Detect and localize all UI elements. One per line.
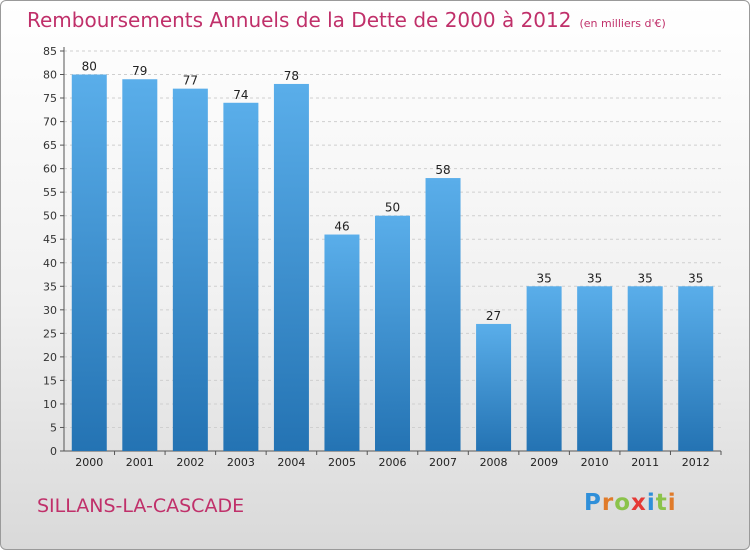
y-tick-label: 40 [43,257,57,270]
y-tick-label: 25 [43,327,57,340]
logo-letter: i [646,490,656,516]
y-tick-label: 0 [50,445,57,458]
x-tick-label: 2005 [328,456,356,469]
y-tick-label: 10 [43,398,57,411]
data-label-2006: 50 [385,201,400,215]
y-tick-label: 80 [43,69,57,82]
bars [71,74,714,452]
x-tick-label: 2000 [75,456,103,469]
proxiti-logo[interactable]: Proxiti [584,490,677,516]
bar-2011 [627,286,663,451]
axes: 0 5 10 15 20 25 30 35 40 45 50 55 60 65 70 75 80 85 2000 20… [43,45,722,469]
y-tick-label: 55 [43,186,57,199]
logo-letter: t [655,490,668,516]
y-tick-label: 85 [43,45,57,58]
bar-2010 [577,286,613,451]
x-tick-label: 2011 [631,456,659,469]
logo-letter: P [584,490,602,516]
x-tick-label: 2001 [126,456,154,469]
x-tick-label: 2002 [176,456,204,469]
logo-letter: x [631,490,647,516]
x-tick-label: 2003 [227,456,255,469]
bar-2003 [223,102,259,451]
bar-2006 [375,215,410,451]
bar-2000 [71,74,107,451]
bar-2008 [476,323,512,451]
logo-letter: i [667,490,677,516]
data-label-2010: 35 [587,271,602,285]
data-label-2007: 58 [435,163,450,177]
bar-2001 [122,79,158,451]
data-label-2000: 80 [82,60,97,74]
data-label-2001: 79 [132,64,147,78]
data-label-2008: 27 [486,309,501,323]
data-label-2012: 35 [688,271,703,285]
y-tick-label: 30 [43,304,57,317]
bar-2009 [526,286,562,451]
y-tick-label: 60 [43,163,57,176]
x-tick-label: 2009 [530,456,558,469]
chart-title-unit: (en milliers d'€) [579,17,666,30]
y-tick-label: 5 [50,421,57,434]
x-tick-label: 2008 [480,456,508,469]
y-tick-label: 45 [43,233,57,246]
x-tick-label: 2007 [429,456,457,469]
logo-letter: o [614,490,632,516]
x-tick-label: 2006 [379,456,407,469]
x-tick-label: 2004 [277,456,305,469]
data-label-2002: 77 [183,74,198,88]
data-labels: 80 79 77 74 78 46 50 58 27 35 35 35 35 [82,60,704,323]
logo-letter: r [601,490,615,516]
data-label-2009: 35 [536,271,551,285]
x-tick-label: 2010 [581,456,609,469]
bar-2012 [678,286,714,451]
bar-2007 [425,178,461,451]
y-tick-label: 70 [43,116,57,129]
y-tick-label: 65 [43,139,57,152]
data-label-2005: 46 [334,220,349,234]
bar-2002 [172,88,208,451]
bar-2005 [324,234,360,451]
y-tick-label: 50 [43,210,57,223]
chart-title: Remboursements Annuels de la Dette de 20… [27,8,666,32]
data-label-2011: 35 [638,271,653,285]
y-tick-label: 15 [43,374,57,387]
y-tick-label: 75 [43,92,57,105]
data-label-2003: 74 [233,88,248,102]
chart-title-main: Remboursements Annuels de la Dette de 20… [27,8,572,32]
y-tick-label: 20 [43,351,57,364]
town-name: SILLANS-LA-CASCADE [37,495,245,517]
y-tick-label: 35 [43,280,57,293]
data-label-2004: 78 [284,69,299,83]
x-tick-label: 2012 [682,456,710,469]
bar-2004 [273,83,309,452]
